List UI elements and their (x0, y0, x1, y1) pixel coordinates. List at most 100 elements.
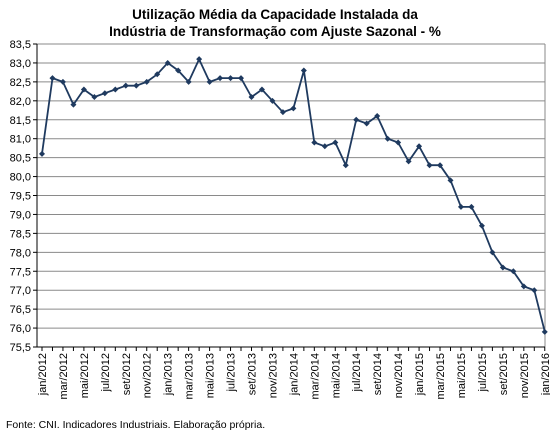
y-tick-label: 76,5 (10, 304, 31, 316)
data-point (49, 75, 56, 82)
data-point (175, 67, 182, 74)
x-tick-label: jan/2015 (414, 353, 426, 396)
data-point (248, 94, 255, 101)
data-point (101, 90, 108, 97)
data-point (91, 94, 98, 101)
data-point (416, 143, 423, 150)
data-point (143, 78, 150, 85)
data-point (39, 150, 45, 157)
data-point (133, 82, 140, 89)
data-point (238, 75, 245, 82)
source-note: Fonte: CNI. Indicadores Industriais. Ela… (6, 419, 266, 431)
y-tick-label: 81,5 (10, 115, 31, 127)
y-tick-label: 83,0 (10, 58, 31, 70)
gridlines (37, 43, 546, 348)
data-point (374, 112, 381, 119)
x-tick-label: mar/2014 (309, 353, 321, 399)
y-tick-label: 79,5 (10, 191, 31, 203)
data-point (520, 283, 527, 290)
x-tick-label: mar/2012 (58, 353, 70, 399)
data-point (531, 287, 538, 294)
x-tick-label: jul/2015 (477, 353, 489, 393)
x-tick-label: nov/2013 (267, 353, 279, 398)
data-point (457, 203, 464, 210)
y-tick-label: 78,0 (10, 247, 31, 259)
axes (33, 43, 546, 351)
data-point (342, 162, 349, 169)
x-tick-label: jul/2014 (351, 353, 363, 393)
data-point (489, 249, 496, 256)
x-tick-label: mai/2013 (205, 353, 217, 398)
x-tick-label: set/2015 (498, 353, 510, 395)
x-tick-label: nov/2014 (393, 353, 405, 398)
x-tick-label: jul/2012 (100, 353, 112, 393)
x-tick-label: mai/2015 (456, 353, 468, 398)
x-tick-label: nov/2012 (142, 353, 154, 398)
y-tick-label: 82,0 (10, 96, 31, 108)
data-point (269, 97, 276, 104)
x-tick-label: mai/2014 (330, 353, 342, 398)
y-tick-label: 75,5 (10, 342, 31, 354)
data-point (426, 162, 433, 169)
data-point (70, 101, 77, 108)
data-point (154, 71, 161, 78)
x-tick-labels: jan/2012 mar/2012 mai/2012 jul/2012 set/2012… (37, 353, 550, 399)
data-point (258, 86, 265, 93)
data-point (227, 75, 234, 82)
x-tick-label: set/2012 (121, 353, 133, 395)
x-tick-label: jan/2012 (37, 353, 49, 396)
chart-title-line-1: Utilização Média da Capacidade Instalada… (132, 7, 418, 22)
x-tick-label: set/2014 (372, 353, 384, 395)
x-tick-label: jul/2013 (226, 353, 238, 393)
data-point (290, 105, 297, 112)
x-tick-label: jan/2013 (163, 353, 175, 396)
y-tick-label: 79,0 (10, 209, 31, 221)
data-point (164, 59, 171, 66)
data-point (196, 56, 203, 63)
data-point (395, 139, 402, 146)
data-point (478, 222, 485, 229)
data-point (332, 139, 339, 146)
data-point (217, 75, 224, 82)
data-series (39, 56, 548, 335)
data-point (185, 78, 192, 85)
chart-title-line-2: Indústria de Transformação com Ajuste Sa… (109, 24, 441, 39)
x-tick-label: jan/2014 (288, 353, 300, 396)
data-point (510, 268, 517, 275)
x-tick-label: set/2013 (246, 353, 258, 395)
data-point (541, 328, 548, 335)
y-tick-label: 82,5 (10, 77, 31, 89)
data-point (499, 264, 506, 271)
data-point (321, 143, 328, 150)
x-tick-label: mai/2012 (79, 353, 91, 398)
y-tick-labels: 75,5 76,0 76,5 77,0 77,5 78,0 78,5 79,0 79,5 80,0… (10, 39, 31, 354)
data-point (363, 120, 370, 127)
x-tick-label: mar/2015 (435, 353, 447, 399)
data-point (80, 86, 87, 93)
data-point (311, 139, 318, 146)
data-point (206, 78, 213, 85)
data-point (468, 203, 475, 210)
y-tick-label: 77,5 (10, 266, 31, 278)
y-tick-label: 76,0 (10, 323, 31, 335)
x-tick-label: jan/2016 (540, 353, 550, 396)
y-tick-label: 77,0 (10, 285, 31, 297)
data-point (122, 82, 129, 89)
y-tick-label: 80,0 (10, 172, 31, 184)
y-tick-label: 83,5 (10, 39, 31, 51)
y-tick-label: 80,5 (10, 153, 31, 165)
data-point (112, 86, 119, 93)
data-point (59, 78, 66, 85)
data-point (437, 162, 444, 169)
data-point (279, 109, 286, 116)
y-tick-label: 81,0 (10, 134, 31, 146)
x-tick-label: mar/2013 (184, 353, 196, 399)
data-point (405, 158, 412, 165)
data-point (300, 67, 307, 74)
y-tick-label: 78,5 (10, 228, 31, 240)
data-point (384, 135, 391, 142)
data-point (353, 116, 360, 123)
x-tick-label: nov/2015 (519, 353, 531, 398)
data-point (447, 177, 454, 184)
